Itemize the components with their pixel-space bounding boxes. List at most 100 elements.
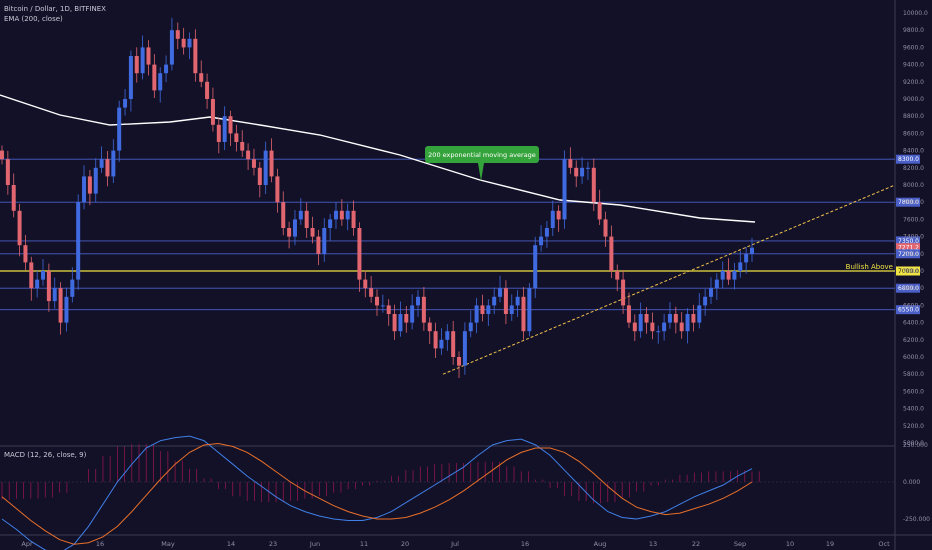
candle-body: [333, 210, 338, 220]
ema-line: [0, 94, 756, 223]
candle-body: [158, 73, 163, 91]
level-label: 7200.0: [898, 251, 919, 258]
price-tick-label: 9600.0: [903, 44, 924, 51]
bullish-above-label: Bullish Above: [846, 263, 893, 271]
price-tick-label: 8800.0: [903, 113, 924, 120]
candle-body: [187, 38, 192, 48]
price-tick-label: 7400.0: [903, 234, 924, 241]
candle-body: [720, 271, 725, 280]
candle-body: [275, 176, 280, 203]
candle-body: [410, 305, 415, 323]
candle-body: [462, 331, 467, 366]
candle-body: [667, 314, 672, 323]
candle-body: [744, 253, 749, 263]
time-tick-label: Sep: [734, 540, 746, 548]
time-axis[interactable]: Apr 16 May 14 23 Jun 11 20 Jul 16 Aug 13 22 Sep 10 19 Oc…: [21, 540, 890, 548]
price-tick-label: 9000.0: [903, 96, 924, 103]
candle-body: [29, 262, 34, 289]
candle-body: [585, 167, 590, 169]
candle-body: [93, 167, 98, 194]
candle-body: [292, 219, 297, 237]
candle-body: [152, 64, 157, 91]
time-tick-label: 14: [227, 540, 235, 548]
candle-body: [164, 64, 169, 74]
macd-axis[interactable]: 250.0000.000-250.000-500.000: [903, 442, 930, 550]
candle-body: [451, 331, 456, 357]
level-label-box: [896, 154, 920, 164]
macd-pane: [0, 435, 895, 550]
candle-body: [738, 262, 743, 271]
time-tick-label: 23: [269, 540, 277, 548]
level-label: 6800.0: [898, 285, 919, 292]
candle-body: [339, 210, 344, 220]
candle-body: [474, 305, 479, 323]
price-tick-label: 10000.0: [903, 10, 928, 17]
time-tick-label: 22: [692, 540, 700, 548]
candle-body: [23, 245, 28, 263]
price-tick-label: 7200.0: [903, 251, 924, 258]
level-label: 8300.0: [898, 156, 919, 163]
candle-body: [691, 314, 696, 323]
price-tick-label: 5800.0: [903, 371, 924, 378]
candle-body: [644, 314, 649, 323]
candle-body: [304, 210, 309, 228]
candle-body: [697, 305, 702, 323]
price-tick-label: 9800.0: [903, 27, 924, 34]
candle-body: [673, 314, 678, 323]
price-axis[interactable]: 5000.0 5200.0 5400.0 5600.0 5800.0 6000.0 6200…: [903, 10, 928, 447]
candle-body: [369, 288, 374, 297]
candle-body: [703, 296, 708, 306]
time-tick-label: 16: [96, 540, 104, 548]
candle-body: [708, 288, 713, 297]
price-tick-label: 5600.0: [903, 388, 924, 395]
candle-body: [427, 322, 432, 332]
candle-body: [615, 271, 620, 280]
time-tick-label: May: [161, 540, 175, 548]
candle-body: [199, 73, 204, 82]
candle-body: [726, 271, 731, 280]
candle-body: [240, 142, 245, 151]
price-tick-label: 5400.0: [903, 406, 924, 413]
time-tick-label: 20: [401, 540, 409, 548]
candle-body: [404, 314, 409, 323]
level-label-box: [896, 243, 920, 253]
candle-body: [468, 322, 473, 332]
legend: Bitcoin / Dollar, 1D, BITFINEX EMA (200,…: [4, 4, 106, 24]
candle-body: [134, 56, 139, 74]
candle-body: [550, 210, 555, 228]
candle-body: [41, 271, 46, 280]
candle-body: [181, 38, 186, 48]
candle-body: [492, 296, 497, 306]
level-label: 6550.0: [898, 307, 919, 314]
candle-body: [246, 150, 251, 160]
candle-body: [527, 288, 532, 332]
candle-body: [117, 107, 122, 151]
candle-body: [263, 150, 268, 185]
candle-body: [17, 210, 22, 246]
candle-body: [486, 305, 491, 314]
candle-body: [591, 167, 596, 203]
trendline: [442, 184, 896, 375]
candle-body: [269, 150, 274, 177]
candle-body: [35, 279, 40, 289]
candle-body: [439, 339, 444, 349]
time-tick-label: Oct: [878, 540, 890, 548]
candle-body: [322, 228, 327, 254]
candle-body: [64, 296, 69, 323]
level-label: 7271.2: [898, 245, 919, 252]
level-label-box: [896, 249, 920, 259]
candle-body: [626, 305, 631, 323]
candle-body: [603, 219, 608, 237]
candle-body: [679, 322, 684, 332]
candle-body: [140, 47, 145, 74]
candle-body: [363, 279, 368, 289]
candlesticks: [0, 17, 754, 378]
time-tick-label: Jun: [309, 540, 320, 548]
candle-body: [105, 159, 110, 177]
callout-box: [425, 146, 539, 163]
price-tick-label: 8000.0: [903, 182, 924, 189]
bullish-above-text: Bullish Above: [846, 263, 893, 271]
candle-body: [345, 210, 350, 220]
